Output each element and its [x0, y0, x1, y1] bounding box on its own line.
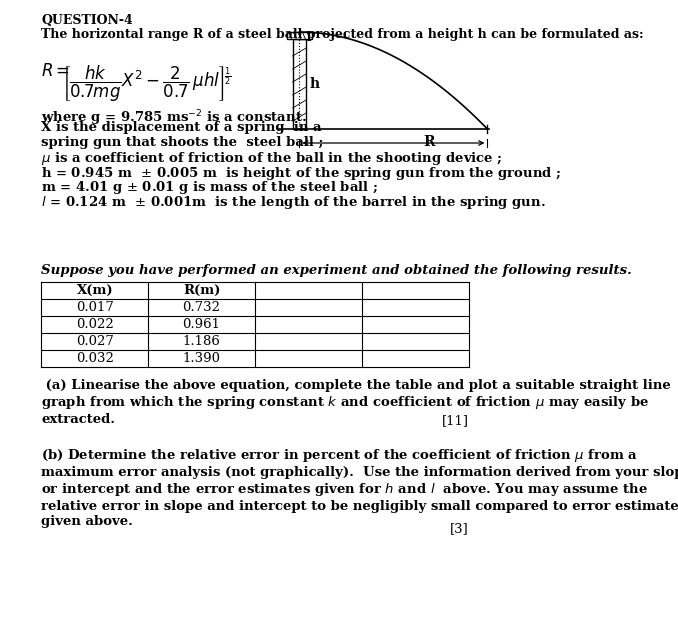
- Text: $l$ = 0.124 m  $\pm$ 0.001m  is the length of the barrel in the spring gun.: $l$ = 0.124 m $\pm$ 0.001m is the length…: [41, 194, 546, 210]
- Text: 1.186: 1.186: [182, 335, 220, 348]
- Text: spring gun that shoots the  steel ball ;: spring gun that shoots the steel ball ;: [41, 136, 324, 149]
- Text: X(m): X(m): [77, 284, 113, 297]
- Text: R(m): R(m): [183, 284, 220, 297]
- Text: 0.027: 0.027: [76, 335, 114, 348]
- Text: 0.032: 0.032: [76, 352, 114, 365]
- Text: The horizontal range R of a steel ball projected from a height h can be formulat: The horizontal range R of a steel ball p…: [41, 28, 644, 41]
- Text: h: h: [310, 77, 320, 91]
- Text: 0.732: 0.732: [182, 301, 220, 314]
- Text: m = 4.01 g $\pm$ 0.01 g is mass of the steel ball ;: m = 4.01 g $\pm$ 0.01 g is mass of the s…: [41, 179, 378, 196]
- Text: h = 0.945 m  $\pm$ 0.005 m  is height of the spring gun from the ground ;: h = 0.945 m $\pm$ 0.005 m is height of t…: [41, 165, 562, 181]
- Text: $\mu$ is a coefficient of friction of the ball in the shooting device ;: $\mu$ is a coefficient of friction of th…: [41, 150, 503, 167]
- Text: $\left[\dfrac{hk}{0.7mg}X^2 - \dfrac{2}{0.7}\,\mu hl\right]^{\!\frac{1}{2}}$: $\left[\dfrac{hk}{0.7mg}X^2 - \dfrac{2}{…: [62, 64, 231, 104]
- Text: 0.017: 0.017: [76, 301, 114, 314]
- Text: [3]: [3]: [450, 522, 468, 535]
- Text: 0.022: 0.022: [76, 318, 114, 331]
- Bar: [293, 39, 306, 129]
- Text: [11]: [11]: [441, 414, 468, 427]
- Text: Suppose you have performed an experiment and obtained the following results.: Suppose you have performed an experiment…: [41, 264, 632, 277]
- Text: (b) Determine the relative error in percent of the coefficient of friction $\mu$: (b) Determine the relative error in perc…: [41, 447, 678, 529]
- Text: QUESTION-4: QUESTION-4: [41, 14, 133, 27]
- Text: 0.961: 0.961: [182, 318, 220, 331]
- Text: (a) Linearise the above equation, complete the table and plot a suitable straigh: (a) Linearise the above equation, comple…: [41, 379, 671, 426]
- Text: X is the displacement of a spring  in a: X is the displacement of a spring in a: [41, 121, 322, 134]
- Text: 1.390: 1.390: [182, 352, 220, 365]
- Text: $R =$: $R =$: [41, 63, 71, 80]
- Bar: [287, 32, 312, 39]
- Text: R: R: [424, 135, 435, 149]
- Text: where g = 9.785 ms$^{-2}$ is a constant.: where g = 9.785 ms$^{-2}$ is a constant.: [41, 108, 307, 128]
